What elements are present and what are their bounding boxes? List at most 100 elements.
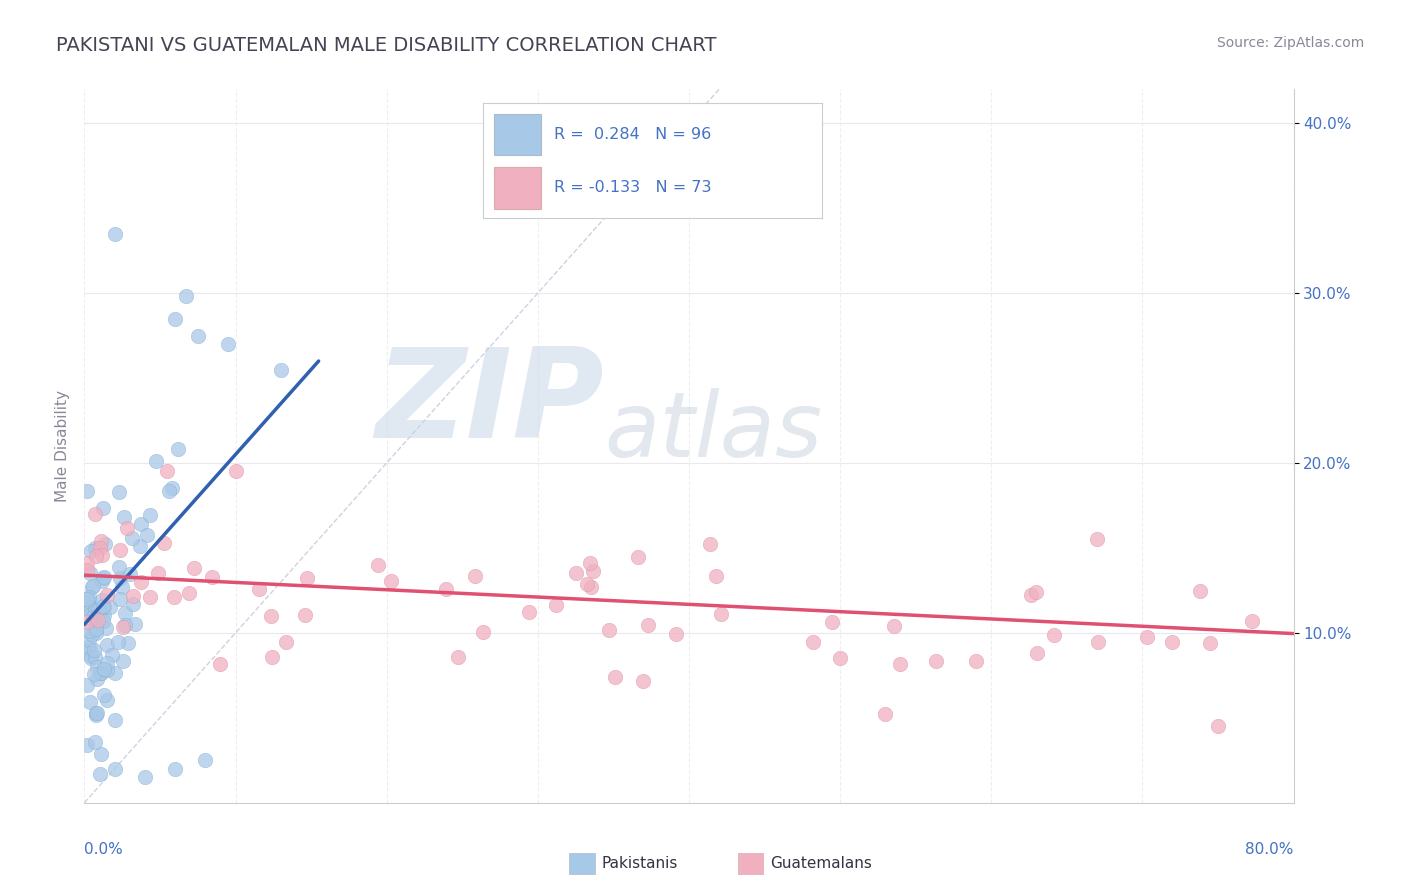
Point <box>91 592 114 607</box>
Point <box>84 735 107 749</box>
Point <box>225 465 247 479</box>
Point <box>380 574 402 588</box>
Point <box>76 563 98 577</box>
Point <box>174 288 197 302</box>
Point <box>165 311 187 326</box>
Point <box>86 616 108 631</box>
Point <box>114 606 136 620</box>
Point <box>84 625 107 640</box>
Point <box>76 483 98 498</box>
Point <box>76 556 98 570</box>
Point <box>295 571 318 585</box>
Point <box>576 577 599 591</box>
Text: 0.0%: 0.0% <box>84 842 124 857</box>
Point <box>86 614 108 628</box>
Point <box>93 608 115 623</box>
Point <box>94 537 117 551</box>
Point <box>924 653 946 667</box>
Point <box>82 610 104 624</box>
Point <box>104 762 127 776</box>
Point <box>108 485 131 500</box>
Point <box>84 622 107 636</box>
Point <box>294 607 316 622</box>
Point <box>110 592 132 607</box>
Point <box>167 442 190 457</box>
Point <box>434 582 457 596</box>
Point <box>93 689 115 703</box>
Point <box>80 651 103 665</box>
Point <box>1087 635 1109 649</box>
Text: PAKISTANI VS GUATEMALAN MALE DISABILITY CORRELATION CHART: PAKISTANI VS GUATEMALAN MALE DISABILITY … <box>56 36 717 54</box>
Point <box>87 613 110 627</box>
Point <box>83 650 105 665</box>
Point <box>110 571 132 585</box>
Point <box>83 507 105 521</box>
Point <box>112 509 135 524</box>
Point <box>93 571 115 585</box>
Point <box>122 598 145 612</box>
Point <box>111 580 134 594</box>
Point <box>710 607 733 621</box>
Point <box>83 643 105 657</box>
Point <box>153 536 176 550</box>
Point <box>89 767 111 781</box>
Point <box>89 541 111 555</box>
Point <box>111 654 134 668</box>
Point <box>637 617 659 632</box>
Point <box>84 706 107 720</box>
Point <box>179 586 201 600</box>
Point <box>91 548 114 562</box>
Point <box>93 599 115 614</box>
Point <box>605 669 627 683</box>
Point <box>79 641 101 656</box>
Text: Guatemalans: Guatemalans <box>770 856 872 871</box>
Point <box>80 607 103 622</box>
Point <box>187 328 209 343</box>
Point <box>96 693 118 707</box>
Point <box>90 665 112 680</box>
Point <box>82 626 104 640</box>
Point <box>183 561 205 575</box>
Text: atlas: atlas <box>605 388 823 475</box>
Point <box>665 626 688 640</box>
Point <box>582 564 605 578</box>
Point <box>156 465 179 479</box>
Point <box>83 541 105 556</box>
Point <box>201 570 224 584</box>
Point <box>260 649 283 664</box>
Point <box>163 591 186 605</box>
Point <box>247 582 270 596</box>
Point <box>90 574 112 589</box>
Point <box>108 543 131 558</box>
Point <box>579 556 602 570</box>
Text: Pakistanis: Pakistanis <box>602 856 678 871</box>
Point <box>104 665 127 680</box>
Point <box>80 544 103 558</box>
Point <box>129 539 152 553</box>
Point <box>1206 719 1229 733</box>
Point <box>90 747 112 761</box>
Point <box>1136 630 1159 644</box>
Point <box>100 648 122 662</box>
Point <box>76 640 98 655</box>
Point <box>631 674 654 689</box>
Point <box>1025 585 1047 599</box>
Point <box>830 651 852 665</box>
Point <box>82 580 104 594</box>
Point <box>108 560 131 574</box>
Point <box>598 623 620 637</box>
Point <box>91 599 114 614</box>
Point <box>90 534 112 549</box>
Point <box>104 713 127 727</box>
Point <box>82 579 104 593</box>
Text: Source: ZipAtlas.com: Source: ZipAtlas.com <box>1216 36 1364 50</box>
Point <box>76 591 98 606</box>
Point <box>579 581 602 595</box>
Point <box>367 558 389 572</box>
Point <box>91 614 114 628</box>
Point <box>274 635 297 649</box>
Point <box>565 566 588 580</box>
Point <box>98 599 121 614</box>
Point <box>260 608 283 623</box>
Point <box>90 665 112 680</box>
